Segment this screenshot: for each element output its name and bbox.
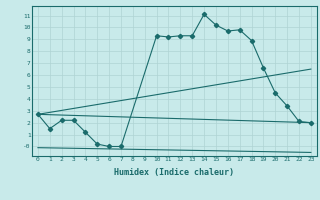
X-axis label: Humidex (Indice chaleur): Humidex (Indice chaleur) bbox=[115, 168, 234, 177]
